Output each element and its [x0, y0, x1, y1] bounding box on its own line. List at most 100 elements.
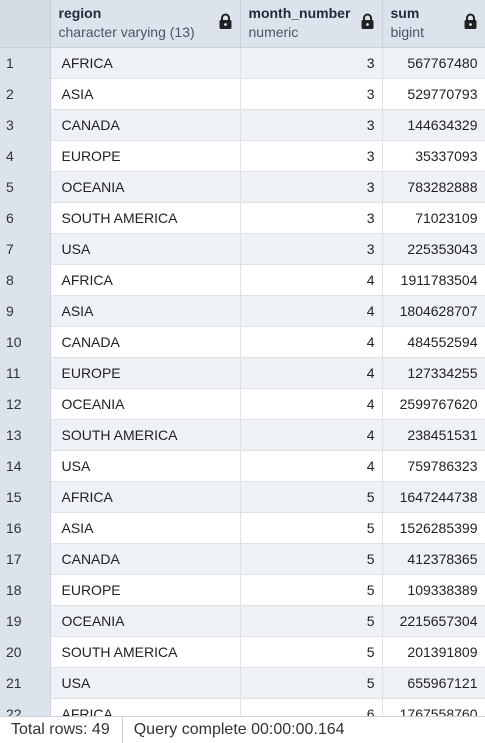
month-number-cell[interactable]: 5: [240, 543, 383, 575]
month-number-cell[interactable]: 3: [240, 109, 383, 141]
table-row[interactable]: 3 CANADA 3 144634329: [0, 109, 485, 141]
row-number-cell[interactable]: 4: [0, 140, 51, 172]
sum-cell[interactable]: 759786323: [382, 450, 485, 482]
sum-cell[interactable]: 109338389: [382, 574, 485, 606]
month-number-cell[interactable]: 3: [240, 233, 383, 265]
sum-cell[interactable]: 1647244738: [382, 481, 485, 513]
sum-cell[interactable]: 1526285399: [382, 512, 485, 544]
row-number-cell[interactable]: 15: [0, 481, 51, 513]
column-header-sum[interactable]: sum bigint: [382, 0, 485, 48]
row-number-cell[interactable]: 11: [0, 357, 51, 389]
sum-cell[interactable]: 35337093: [382, 140, 485, 172]
table-row[interactable]: 7 USA 3 225353043: [0, 233, 485, 265]
region-cell[interactable]: SOUTH AMERICA: [50, 202, 241, 234]
row-number-cell[interactable]: 16: [0, 512, 51, 544]
row-number-cell[interactable]: 13: [0, 419, 51, 451]
row-number-cell[interactable]: 6: [0, 202, 51, 234]
region-cell[interactable]: ASIA: [50, 295, 241, 327]
table-row[interactable]: 8 AFRICA 4 1911783504: [0, 264, 485, 296]
row-number-cell[interactable]: 10: [0, 326, 51, 358]
row-number-cell[interactable]: 1: [0, 47, 51, 79]
table-row[interactable]: 16 ASIA 5 1526285399: [0, 512, 485, 544]
month-number-cell[interactable]: 6: [240, 698, 383, 716]
region-cell[interactable]: AFRICA: [50, 698, 241, 716]
sum-cell[interactable]: 529770793: [382, 78, 485, 110]
region-cell[interactable]: OCEANIA: [50, 605, 241, 637]
table-row[interactable]: 19 OCEANIA 5 2215657304: [0, 605, 485, 637]
month-number-cell[interactable]: 3: [240, 78, 383, 110]
table-row[interactable]: 22 AFRICA 6 1767558760: [0, 698, 485, 716]
row-number-cell[interactable]: 17: [0, 543, 51, 575]
table-row[interactable]: 10 CANADA 4 484552594: [0, 326, 485, 358]
sum-cell[interactable]: 2599767620: [382, 388, 485, 420]
region-cell[interactable]: CANADA: [50, 109, 241, 141]
row-number-cell[interactable]: 9: [0, 295, 51, 327]
row-number-cell[interactable]: 2: [0, 78, 51, 110]
row-number-cell[interactable]: 19: [0, 605, 51, 637]
month-number-cell[interactable]: 3: [240, 140, 383, 172]
region-cell[interactable]: OCEANIA: [50, 171, 241, 203]
month-number-cell[interactable]: 5: [240, 605, 383, 637]
table-row[interactable]: 15 AFRICA 5 1647244738: [0, 481, 485, 513]
table-row[interactable]: 9 ASIA 4 1804628707: [0, 295, 485, 327]
table-row[interactable]: 6 SOUTH AMERICA 3 71023109: [0, 202, 485, 234]
region-cell[interactable]: USA: [50, 667, 241, 699]
sum-cell[interactable]: 1911783504: [382, 264, 485, 296]
table-row[interactable]: 1 AFRICA 3 567767480: [0, 47, 485, 79]
month-number-cell[interactable]: 3: [240, 202, 383, 234]
month-number-cell[interactable]: 4: [240, 419, 383, 451]
region-cell[interactable]: AFRICA: [50, 481, 241, 513]
region-cell[interactable]: AFRICA: [50, 47, 241, 79]
region-cell[interactable]: EUROPE: [50, 357, 241, 389]
month-number-cell[interactable]: 4: [240, 295, 383, 327]
table-row[interactable]: 13 SOUTH AMERICA 4 238451531: [0, 419, 485, 451]
sum-cell[interactable]: 655967121: [382, 667, 485, 699]
region-cell[interactable]: USA: [50, 450, 241, 482]
sum-cell[interactable]: 201391809: [382, 636, 485, 668]
sum-cell[interactable]: 567767480: [382, 47, 485, 79]
month-number-cell[interactable]: 4: [240, 326, 383, 358]
sum-cell[interactable]: 484552594: [382, 326, 485, 358]
month-number-cell[interactable]: 5: [240, 574, 383, 606]
sum-cell[interactable]: 1767558760: [382, 698, 485, 716]
sum-cell[interactable]: 238451531: [382, 419, 485, 451]
region-cell[interactable]: OCEANIA: [50, 388, 241, 420]
region-cell[interactable]: USA: [50, 233, 241, 265]
sum-cell[interactable]: 225353043: [382, 233, 485, 265]
month-number-cell[interactable]: 3: [240, 47, 383, 79]
select-all-corner[interactable]: [0, 0, 51, 48]
month-number-cell[interactable]: 5: [240, 667, 383, 699]
sum-cell[interactable]: 144634329: [382, 109, 485, 141]
month-number-cell[interactable]: 4: [240, 450, 383, 482]
region-cell[interactable]: EUROPE: [50, 574, 241, 606]
row-number-cell[interactable]: 7: [0, 233, 51, 265]
region-cell[interactable]: AFRICA: [50, 264, 241, 296]
table-row[interactable]: 14 USA 4 759786323: [0, 450, 485, 482]
row-number-cell[interactable]: 18: [0, 574, 51, 606]
table-row[interactable]: 12 OCEANIA 4 2599767620: [0, 388, 485, 420]
column-header-month-number[interactable]: month_number numeric: [240, 0, 383, 48]
table-row[interactable]: 17 CANADA 5 412378365: [0, 543, 485, 575]
table-row[interactable]: 21 USA 5 655967121: [0, 667, 485, 699]
region-cell[interactable]: CANADA: [50, 326, 241, 358]
sum-cell[interactable]: 71023109: [382, 202, 485, 234]
row-number-cell[interactable]: 3: [0, 109, 51, 141]
month-number-cell[interactable]: 5: [240, 636, 383, 668]
sum-cell[interactable]: 1804628707: [382, 295, 485, 327]
region-cell[interactable]: ASIA: [50, 78, 241, 110]
row-number-cell[interactable]: 12: [0, 388, 51, 420]
region-cell[interactable]: SOUTH AMERICA: [50, 419, 241, 451]
sum-cell[interactable]: 783282888: [382, 171, 485, 203]
result-grid[interactable]: region character varying (13) month_numb…: [0, 0, 485, 716]
region-cell[interactable]: EUROPE: [50, 140, 241, 172]
row-number-cell[interactable]: 14: [0, 450, 51, 482]
table-row[interactable]: 4 EUROPE 3 35337093: [0, 140, 485, 172]
row-number-cell[interactable]: 21: [0, 667, 51, 699]
table-row[interactable]: 18 EUROPE 5 109338389: [0, 574, 485, 606]
month-number-cell[interactable]: 4: [240, 388, 383, 420]
row-number-cell[interactable]: 8: [0, 264, 51, 296]
row-number-cell[interactable]: 22: [0, 698, 51, 716]
sum-cell[interactable]: 412378365: [382, 543, 485, 575]
table-row[interactable]: 20 SOUTH AMERICA 5 201391809: [0, 636, 485, 668]
row-number-cell[interactable]: 5: [0, 171, 51, 203]
